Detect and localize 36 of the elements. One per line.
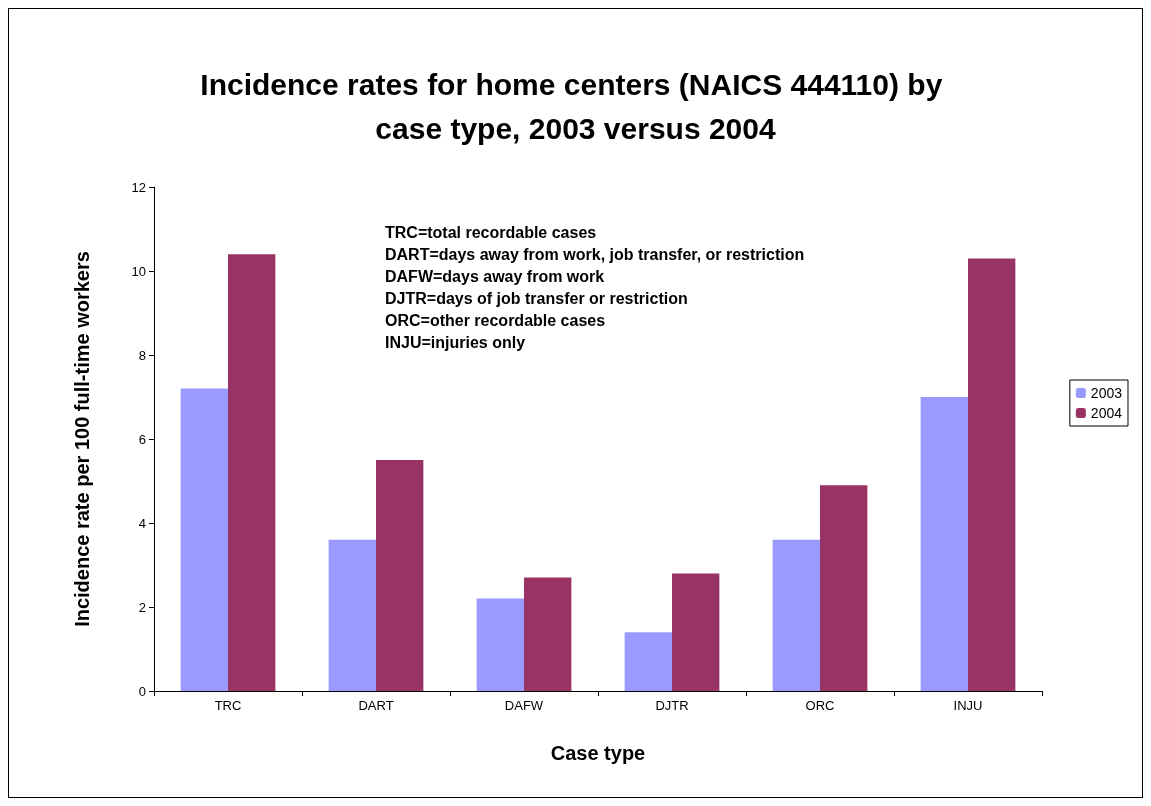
bar xyxy=(772,539,820,691)
y-tick-label: 0 xyxy=(138,683,146,699)
bar xyxy=(328,539,376,691)
bar xyxy=(624,632,672,691)
x-tick-label: ORC xyxy=(805,698,835,713)
y-tick-label: 4 xyxy=(138,515,146,531)
bar xyxy=(820,485,868,691)
annotation: INJU=injuries only xyxy=(385,333,526,351)
annotation: TRC=total recordable cases xyxy=(385,223,597,241)
bar xyxy=(672,573,720,691)
y-tick-label: 2 xyxy=(138,599,146,615)
x-tick-label: DART xyxy=(358,698,394,713)
x-tick-label: TRC xyxy=(214,698,242,713)
y-axis-title: Incidence rate per 100 full-time workers xyxy=(71,251,93,627)
x-tick-label: INJU xyxy=(953,698,983,713)
x-axis-title: Case type xyxy=(550,742,646,764)
bar xyxy=(476,598,524,691)
annotation: ORC=other recordable cases xyxy=(385,311,606,329)
annotation: DJTR=days of job transfer or restriction xyxy=(385,289,688,307)
y-tick-label: 12 xyxy=(131,179,146,195)
bar xyxy=(524,577,572,691)
legend-label: 2003 xyxy=(1090,385,1123,401)
y-tick-label: 10 xyxy=(131,263,146,279)
y-tick-label: 8 xyxy=(138,347,146,363)
bar xyxy=(920,397,968,691)
bar xyxy=(968,258,1016,691)
x-tick-label: DJTR xyxy=(655,698,689,713)
chart-title: Incidence rates for home centers (NAICS 444110) by case type, 2003 versus 2004 xyxy=(200,67,951,145)
y-tick-label: 6 xyxy=(138,431,146,447)
annotation: DART=days away from work, job transfer, or restriction xyxy=(385,245,805,263)
legend-label: 2004 xyxy=(1090,405,1123,421)
x-tick-label: DAFW xyxy=(504,698,544,713)
annotation: DAFW=days away from work xyxy=(385,267,605,285)
bar xyxy=(180,388,228,691)
bar xyxy=(228,254,276,691)
bar xyxy=(376,460,424,691)
